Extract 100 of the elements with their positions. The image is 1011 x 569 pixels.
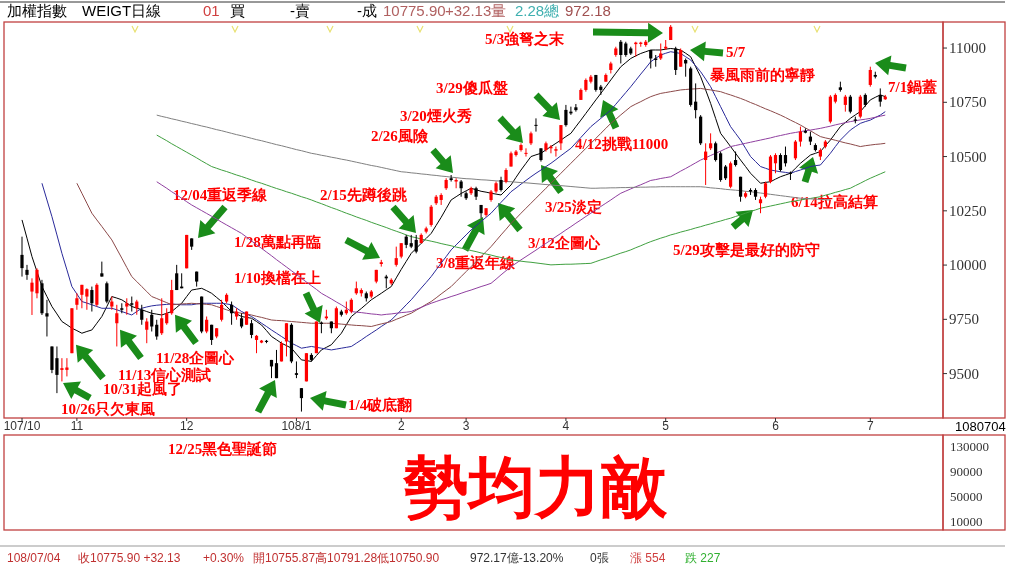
candlestick [90,286,94,313]
annotation: 1/10換檔在上 [234,270,321,286]
x-tick-label: 4 [562,419,570,433]
annotation: 10/31起風了 [103,381,183,397]
candlestick [170,279,174,316]
candlestick [554,146,558,158]
text: 買 [230,2,245,19]
text: -成 [357,2,377,19]
text: 972.17億-13.20% [470,551,564,565]
candlestick [574,103,578,113]
y-tick-label: 10250 [949,202,987,219]
candlestick [145,317,149,344]
x-tick-label: 3 [462,419,470,433]
text: 10775.90 [383,2,446,19]
x-tick-label: 2 [397,419,405,433]
candlestick [559,124,563,151]
candlestick [85,287,89,311]
text: 972.18 [565,2,611,19]
candlestick [45,299,49,337]
x-tick-label: 6 [772,419,780,433]
candlestick [220,299,224,323]
candlestick [429,204,433,228]
candlestick [254,334,259,354]
candlestick [878,87,882,108]
text: 1080704 [955,419,1006,434]
candlestick [524,147,528,158]
y-tick-label: 10750 [949,94,987,111]
text: WEIGT日線 [82,2,162,19]
candlestick [249,319,254,339]
text: 0張 [590,551,609,565]
candlestick [619,39,623,64]
candlestick [449,174,453,183]
text: 12/25黑色聖誕節 [168,441,278,457]
annotation: 1/4破底翻 [348,396,413,413]
text: 50000 [950,489,983,504]
y-tick-label: 10000 [949,257,987,274]
candlestick [714,141,718,163]
text: 130000 [950,439,989,454]
candlestick [20,236,24,278]
y-tick-label: 9500 [949,365,979,382]
candlestick [95,282,99,308]
annotation: 10/26只欠東風 [61,401,156,417]
candlestick [140,304,144,326]
text: 7/1鍋蓋 [888,79,938,95]
annotation: 5/7 [726,44,746,60]
y-tick-label: 9750 [949,311,979,328]
text: 勢均力敵 [402,451,668,524]
y-tick-label: 11000 [949,40,986,57]
text: 加權指數 [7,2,67,19]
x-tick-label: 12 [179,419,194,433]
candlestick [798,126,803,148]
candlestick [848,94,852,114]
candlestick [728,161,733,189]
annotation: 3/29傻瓜盤 [436,80,508,96]
text: 01 [203,2,220,19]
annotation: 5/29攻擊是最好的防守 [673,241,820,258]
text: 收10775.90 +32.13 [78,551,181,565]
candlestick [274,349,279,379]
candlestick [175,264,179,291]
annotation: 3/8重返年線 [436,255,517,271]
annotation: 2/26風險 [371,128,429,144]
candlestick [778,152,783,173]
x-tick-label: 7 [866,419,874,433]
candlestick [394,246,398,268]
candlestick [454,177,458,189]
y-tick-label: 10500 [949,148,987,165]
candlestick [105,281,109,304]
annotation: 暴風雨前的寧靜 [709,66,815,83]
x-tick-label: 107/10 [3,419,41,433]
text: 2.28總 [515,2,560,19]
candlestick [679,47,683,68]
annotation: 4/12挑戰11000 [575,136,669,152]
text: 90000 [950,464,983,479]
text: 漲 554 [630,551,666,565]
candlestick [868,66,872,88]
candlestick [519,142,523,153]
candlestick [783,146,788,168]
candlestick [25,264,29,281]
annotation: 3/25淡定 [545,198,602,215]
candlestick [160,297,164,336]
annotation: 6/14拉高結算 [791,193,878,210]
text: +0.30% [203,551,245,565]
candlestick [75,292,79,311]
text: 108/07/04 [7,551,61,565]
candlestick [793,139,798,161]
candlestick [534,117,538,133]
text: +32.13量 [445,2,507,19]
candlestick [115,304,119,347]
candlestick [773,152,778,174]
annotation: 3/20煙火秀 [400,108,472,124]
annotation: 1/28萬點再臨 [234,234,321,250]
candlestick [858,94,862,119]
candlestick [738,176,743,203]
text: 開10755.87高10791.28低10750.90 [253,551,440,565]
text: 跌 227 [685,551,721,565]
candlestick [414,234,418,254]
annotation: 11/28企圖心 [156,349,236,366]
annotation: 2/15先蹲後跳 [320,186,408,203]
annotation: 12/04重返季線 [173,187,269,203]
x-tick-label: 5 [662,419,670,433]
